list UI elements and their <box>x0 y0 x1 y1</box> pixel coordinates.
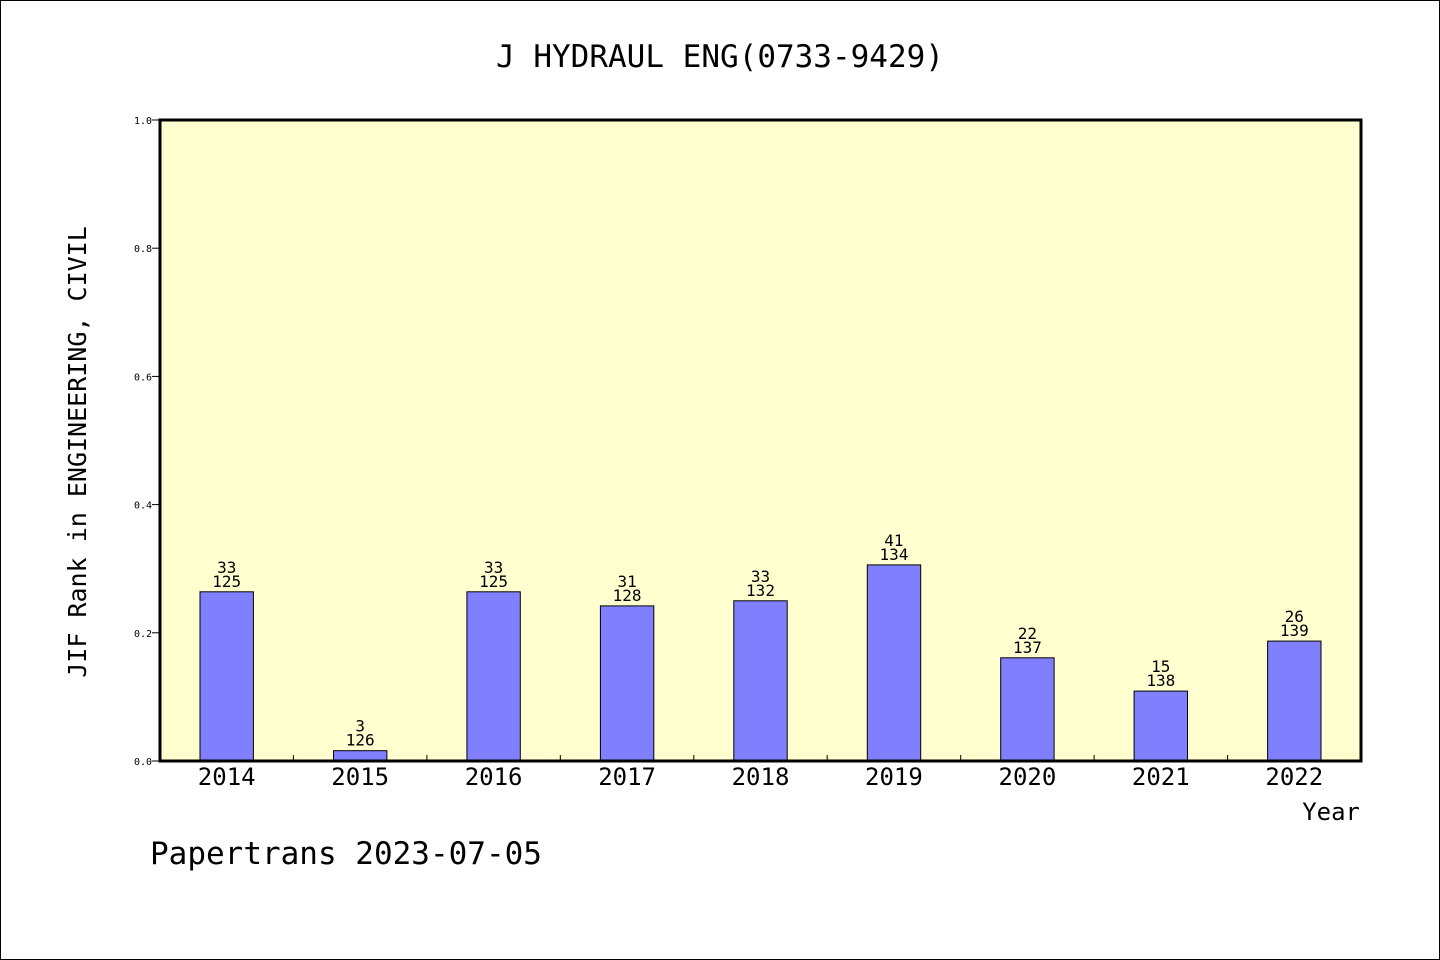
bar-label-bottom-2014: 125 <box>212 572 241 591</box>
y-tick-label-0.4: 0.4 <box>134 501 152 512</box>
x-tick-label-2021: 2021 <box>1132 763 1190 791</box>
y-tick-label-0.2: 0.2 <box>134 629 152 640</box>
bar-label-top-2019: 41 <box>884 531 903 550</box>
bar-label-top-2021: 15 <box>1151 657 1170 676</box>
x-tick-label-2019: 2019 <box>865 763 923 791</box>
bar-label-top-2016: 33 <box>484 558 503 577</box>
bar-label-top-2014: 33 <box>217 558 236 577</box>
bar-label-top-2020: 22 <box>1018 624 1037 643</box>
x-tick-label-2014: 2014 <box>198 763 256 791</box>
y-tick-label-1.0: 1.0 <box>134 116 152 127</box>
bar-label-bottom-2021: 138 <box>1146 671 1175 690</box>
bar-label-top-2022: 26 <box>1285 607 1304 626</box>
bar-label-bottom-2016: 125 <box>479 572 508 591</box>
bar-2019 <box>866 564 922 762</box>
x-tick-label-2015: 2015 <box>331 763 389 791</box>
bar-2022 <box>1267 640 1322 762</box>
bar-label-bottom-2019: 134 <box>879 545 908 564</box>
bar-label-top-2017: 31 <box>617 572 636 591</box>
chart-title: J HYDRAUL ENG(0733-9429) <box>496 39 944 75</box>
bar-label-bottom-2015: 126 <box>346 731 375 750</box>
bar-2016 <box>466 591 521 762</box>
bar-2018 <box>733 600 788 762</box>
y-axis: 0.0 0.2 0.4 0.6 0.8 1.0 <box>134 116 160 768</box>
x-axis-label: Year <box>1302 798 1360 826</box>
bar-label-bottom-2017: 128 <box>613 586 642 605</box>
bar-2020 <box>1000 657 1055 762</box>
bar-2017 <box>599 605 655 762</box>
x-tick-label-2022: 2022 <box>1265 763 1323 791</box>
x-tick-label-2016: 2016 <box>465 763 523 791</box>
bar-label-bottom-2020: 137 <box>1013 638 1042 657</box>
x-tick-label-2020: 2020 <box>999 763 1057 791</box>
y-tick-label-0.0: 0.0 <box>134 757 152 768</box>
footer-credit: Papertrans 2023-07-05 <box>150 836 542 872</box>
x-tick-label-2017: 2017 <box>598 763 656 791</box>
plot-border <box>158 118 1363 763</box>
bar-2015 <box>333 750 388 762</box>
y-axis-label: JIF Rank in ENGINEERING, CIVIL <box>63 226 92 678</box>
y-tick-label-0.8: 0.8 <box>134 244 152 255</box>
x-axis: 2014 2015 2016 2017 2018 2019 2020 2021 2022 <box>198 755 1323 791</box>
bar-2021 <box>1133 690 1188 762</box>
bar-label-bottom-2018: 132 <box>746 581 775 600</box>
bar-label-top-2018: 33 <box>751 567 770 586</box>
bar-2014 <box>199 591 254 762</box>
bar-label-bottom-2022: 139 <box>1280 621 1309 640</box>
x-tick-label-2018: 2018 <box>732 763 790 791</box>
bar-label-top-2015: 3 <box>355 717 365 736</box>
y-tick-label-0.6: 0.6 <box>134 372 152 383</box>
